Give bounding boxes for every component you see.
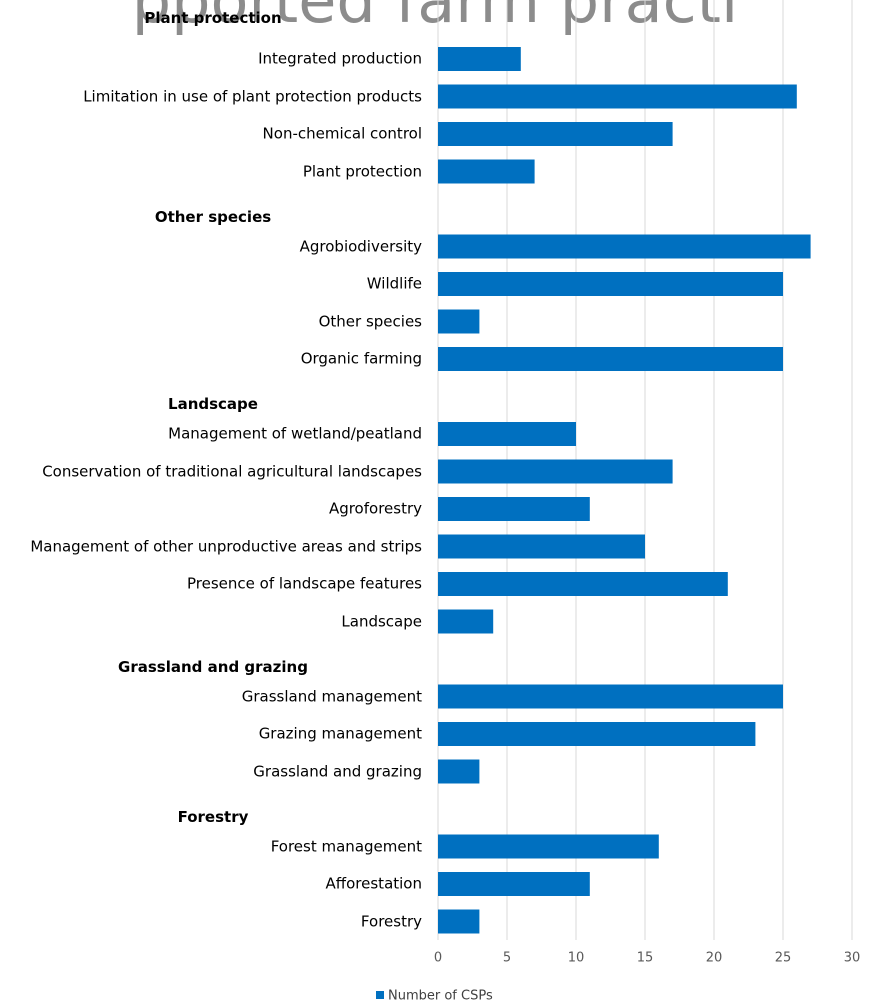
y-tick-label: Non-chemical control	[262, 124, 422, 143]
x-tick-label: 0	[434, 951, 442, 966]
bar	[438, 759, 480, 784]
y-tick-label: Management of wetland/peatland	[168, 424, 422, 443]
x-tick-label: 30	[844, 951, 861, 966]
y-tick-label: Management of other unproductive areas a…	[30, 537, 422, 555]
y-tick-label: Grassland and grazing	[253, 762, 422, 780]
y-tick-label: Plant protection	[302, 162, 422, 180]
bar	[438, 834, 659, 859]
y-tick-label: Landscape	[341, 612, 422, 630]
bar	[438, 347, 783, 371]
x-tick-label: 10	[568, 951, 585, 966]
y-tick-label: Presence of landscape features	[187, 574, 422, 593]
legend-swatch	[376, 991, 384, 999]
y-tick-label: Grazing management	[258, 724, 422, 743]
y-tick-label: Wildlife	[366, 274, 422, 293]
y-tick-label: Conservation of traditional agricultural…	[42, 462, 422, 480]
group-header: Grassland and grazing	[118, 657, 308, 676]
x-tick-label: 15	[637, 951, 654, 966]
bar	[438, 234, 811, 259]
bar	[438, 609, 494, 634]
bar	[438, 309, 480, 334]
group-header: Forestry	[177, 807, 249, 826]
x-tick-label: 5	[503, 951, 511, 966]
bar	[438, 534, 645, 559]
y-tick-label: Agroforestry	[328, 499, 422, 518]
chart-title: pported farm practi	[132, 0, 738, 37]
y-tick-label: Afforestation	[325, 874, 422, 893]
bar	[438, 272, 783, 296]
y-tick-label: Other species	[318, 312, 422, 330]
y-tick-label: Agrobiodiversity	[299, 237, 422, 255]
bar	[438, 497, 590, 521]
x-tick-label: 25	[775, 951, 792, 966]
bar	[438, 159, 535, 184]
bar	[438, 122, 673, 146]
y-tick-label: Integrated production	[258, 49, 422, 68]
x-tick-label: 20	[706, 951, 723, 966]
bar	[438, 872, 590, 896]
legend-label: Number of CSPs	[388, 989, 493, 1004]
y-tick-label: Forestry	[360, 912, 422, 930]
y-tick-label: Grassland management	[241, 687, 422, 705]
bar	[438, 84, 797, 109]
bar	[438, 422, 576, 446]
bar	[438, 909, 480, 934]
y-tick-label: Limitation in use of plant protection pr…	[83, 87, 422, 105]
group-header: Plant protection	[144, 9, 282, 27]
y-tick-label: Organic farming	[300, 349, 422, 368]
y-tick-label: Forest management	[270, 837, 422, 855]
bar	[438, 684, 783, 709]
group-header: Landscape	[168, 395, 258, 413]
bar	[438, 47, 521, 71]
bar	[438, 572, 728, 596]
bar	[438, 722, 756, 746]
bar	[438, 459, 673, 484]
group-header: Other species	[154, 207, 272, 226]
